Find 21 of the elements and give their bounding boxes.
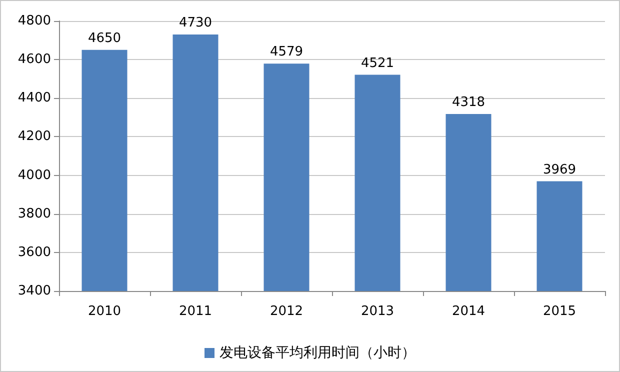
y-tick-label: 3400: [18, 284, 51, 298]
y-tick-label: 4800: [18, 14, 51, 28]
x-tick-label: 2015: [542, 304, 576, 319]
y-tick-label: 4600: [18, 52, 51, 68]
x-tick-label: 2011: [178, 304, 212, 319]
data-label: 4521: [360, 56, 394, 71]
x-tick-label: 2010: [88, 304, 122, 319]
x-tick-label: 2014: [452, 304, 486, 319]
y-tick-label: 3800: [18, 206, 51, 222]
x-tick-label: 2012: [270, 304, 304, 319]
data-label: 4650: [88, 30, 122, 46]
y-tick-label: 4000: [18, 168, 51, 183]
data-label: 4318: [452, 94, 486, 110]
y-tick-label: 4400: [18, 90, 51, 106]
legend-label: 发电设备平均利用时间（小时）: [220, 345, 416, 361]
data-label: 4579: [270, 44, 304, 60]
y-tick-label: 4200: [18, 129, 51, 144]
data-label: 4730: [178, 16, 212, 30]
x-tick-label: 2013: [360, 304, 394, 319]
y-tick-label: 3600: [18, 244, 51, 260]
data-label: 3969: [542, 162, 576, 178]
